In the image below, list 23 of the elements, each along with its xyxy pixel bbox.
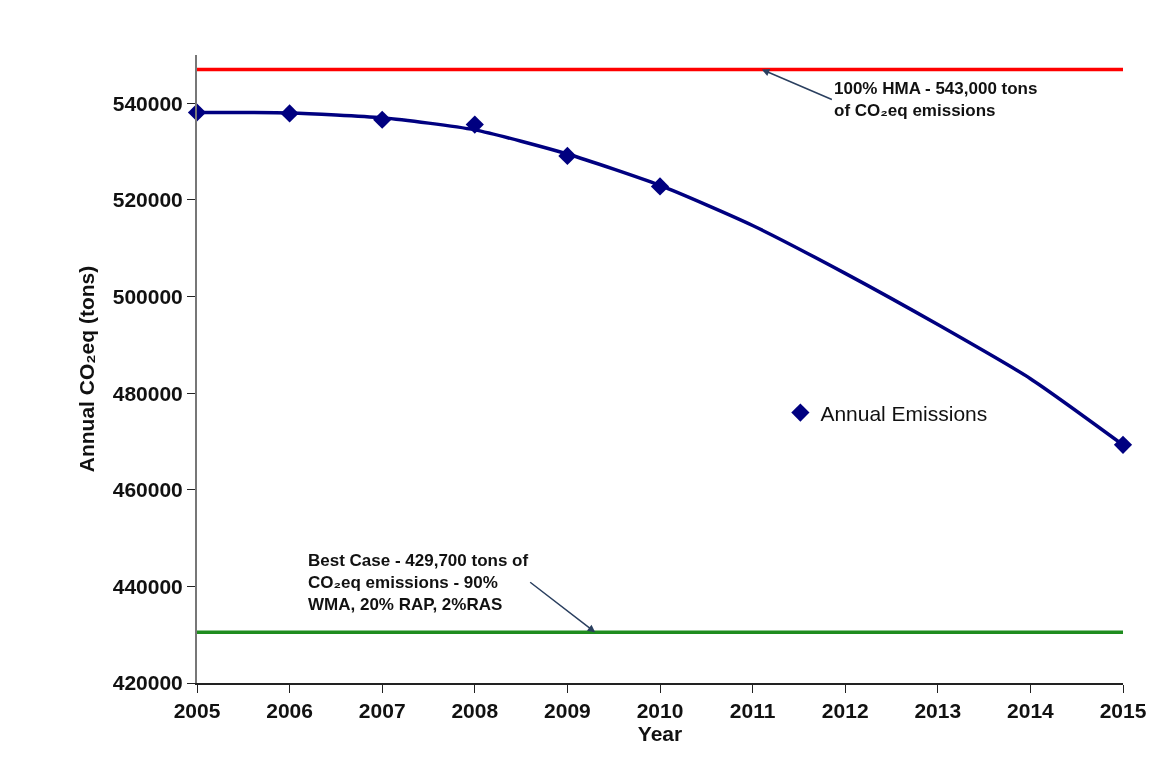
y-tick-label: 420000 bbox=[112, 671, 183, 695]
x-tick-label: 2009 bbox=[544, 698, 591, 722]
y-axis-title: Annual CO₂eq (tons) bbox=[75, 265, 99, 473]
y-tick-label: 540000 bbox=[112, 91, 183, 115]
x-tick-label: 2014 bbox=[1007, 698, 1055, 722]
y-tick-label: 520000 bbox=[112, 188, 183, 212]
x-tick-label: 2007 bbox=[358, 698, 406, 722]
x-tick-label: 2015 bbox=[1099, 698, 1147, 722]
x-tick-label: 2010 bbox=[636, 698, 684, 722]
y-tick-label: 460000 bbox=[112, 478, 183, 502]
annotation: 100% HMA - 543,000 tons of CO₂eq emissions bbox=[834, 79, 1038, 121]
x-tick-label: 2012 bbox=[821, 698, 869, 722]
x-tick-label: 2011 bbox=[729, 698, 776, 722]
y-tick-label: 500000 bbox=[112, 284, 183, 308]
x-tick-label: 2013 bbox=[914, 698, 962, 722]
x-tick-label: 2005 bbox=[173, 698, 221, 722]
annotation: Best Case - 429,700 tons of CO₂eq emissions - 90% WMA, 20% RAP, 2%RAS bbox=[308, 551, 529, 615]
x-tick-label: 2008 bbox=[451, 698, 499, 722]
y-tick-label: 480000 bbox=[112, 381, 183, 405]
legend-label: Annual Emissions bbox=[820, 401, 988, 425]
x-axis-title: Year bbox=[637, 721, 683, 745]
y-tick-label: 440000 bbox=[112, 574, 183, 598]
x-tick-label: 2006 bbox=[266, 698, 313, 722]
